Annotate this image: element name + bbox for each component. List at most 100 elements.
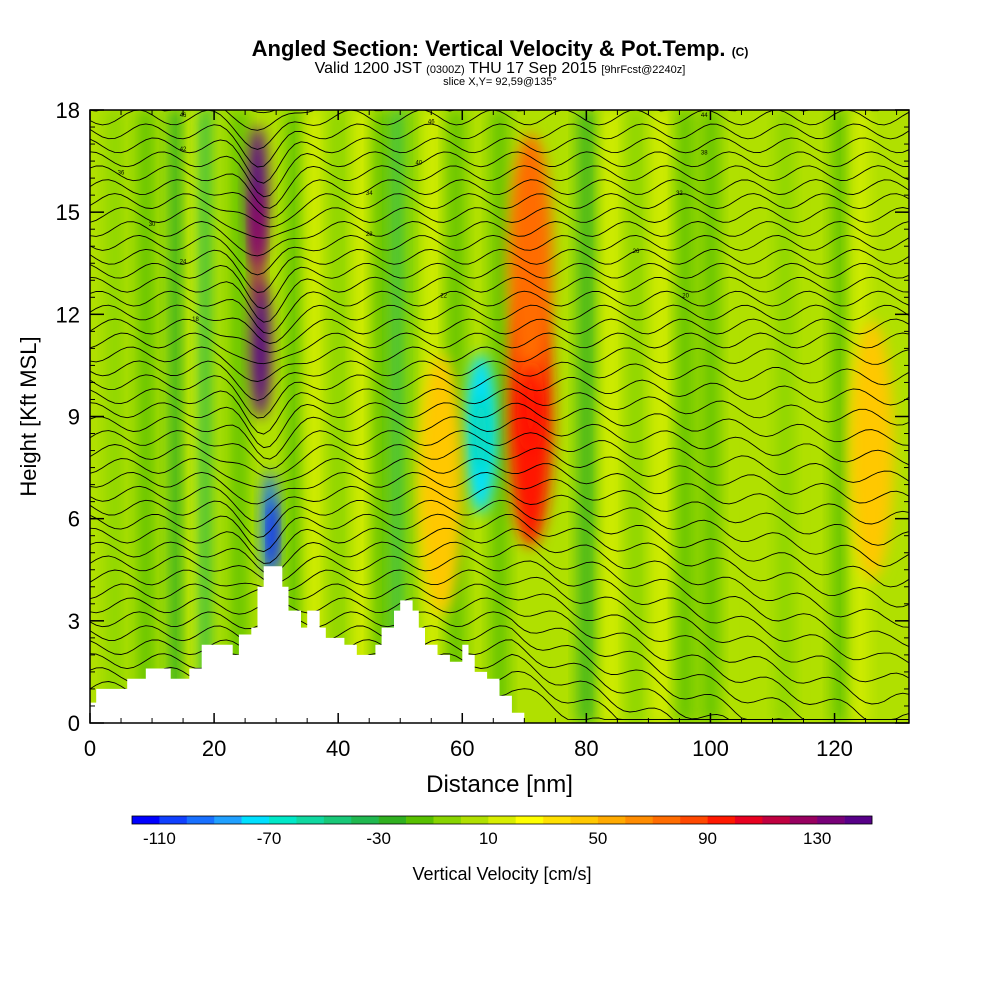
velocity-stripe (105, 110, 124, 723)
colorbar-swatch (597, 816, 626, 824)
velocity-stripe (403, 110, 422, 723)
terrain (90, 566, 525, 723)
colorbar-tick-label: -110 (143, 829, 176, 848)
velocity-stripe (651, 110, 670, 723)
isentrope-line (90, 569, 909, 683)
updraft (849, 320, 894, 581)
updraft-core (250, 278, 271, 419)
isentrope-line (90, 304, 909, 344)
colorbar-swatch (132, 816, 160, 824)
isentrope-label: 32 (676, 191, 683, 197)
isentrope-line (90, 402, 909, 449)
x-tick-label: 120 (816, 736, 853, 761)
colorbar-label: Vertical Velocity [cm/s] (412, 864, 591, 884)
colorbar-swatch (241, 816, 270, 824)
y-axis-label: Height [Kft MSL] (16, 336, 41, 496)
isentrope-line (90, 165, 909, 209)
isentrope-line (90, 583, 909, 705)
isentrope-line (90, 471, 909, 546)
isentrope-line (90, 318, 909, 353)
isentrope-label: 36 (118, 171, 125, 177)
colorbar-tick-label: -30 (366, 829, 391, 848)
isentrope-label: 34 (366, 191, 373, 197)
colorbar-tick-label: 50 (588, 829, 607, 848)
isentrope-label: 24 (180, 259, 187, 265)
y-tick-label: 9 (68, 405, 80, 430)
colorbar-swatch (817, 816, 845, 824)
isentrope-label: 22 (440, 293, 447, 299)
chart-title: Angled Section: Vertical Velocity & Pot.… (251, 36, 749, 61)
velocity-stripe (167, 110, 186, 723)
velocity-field (90, 110, 909, 723)
isentrope-label: 38 (701, 150, 708, 156)
y-tick-label: 6 (68, 507, 80, 532)
isentrope-line (90, 416, 909, 466)
isentrope-line (90, 527, 909, 628)
velocity-stripe (738, 110, 757, 723)
velocity-stripe (676, 110, 695, 723)
isentrope-line (90, 555, 909, 664)
velocity-stripe (627, 110, 645, 723)
isentrope-line (90, 457, 909, 525)
velocity-stripe (602, 110, 621, 723)
isentrope-line (90, 110, 882, 131)
isentrope-line (249, 110, 277, 114)
colorbar-tick-label: -70 (257, 829, 282, 848)
isentrope-label: 44 (701, 113, 708, 119)
colorbar-swatch (460, 816, 489, 824)
isentrope-line (90, 179, 909, 219)
isentrope-label: 18 (192, 317, 199, 323)
x-tick-label: 40 (326, 736, 350, 761)
colorbar-swatch (734, 816, 763, 824)
velocity-stripe (831, 110, 850, 723)
colorbar-swatch (515, 816, 544, 824)
isentrope-label: 42 (180, 147, 187, 153)
updraft (521, 361, 540, 452)
velocity-stripe (285, 110, 304, 723)
colorbar-swatch (214, 816, 242, 824)
isentrope-line (90, 360, 909, 401)
y-tick-label: 0 (68, 711, 80, 736)
colorbar-swatch (625, 816, 654, 824)
isentrope-line (90, 207, 909, 239)
colorbar-tick-label: 10 (479, 829, 498, 848)
velocity-stripe (329, 110, 348, 723)
colorbar-swatch (570, 816, 599, 824)
x-tick-label: 80 (574, 736, 598, 761)
velocity-stripe (552, 110, 571, 723)
velocity-stripe (211, 110, 230, 723)
isentrope-line (90, 499, 909, 588)
velocity-stripe (701, 110, 720, 723)
colorbar-swatch (652, 816, 681, 824)
isentrope-label: 40 (415, 160, 422, 166)
colorbar-swatch (844, 816, 873, 824)
isentrope-line (90, 332, 909, 365)
colorbar-swatch (378, 816, 407, 824)
isentrope-label: 20 (682, 293, 689, 299)
isentrope-label: 28 (366, 232, 373, 238)
colorbar-tick-label: 130 (803, 829, 831, 848)
isentrope-label: 46 (180, 113, 187, 119)
colorbar-swatch (269, 816, 297, 824)
slice-line: slice X,Y= 92,59@135° (443, 76, 557, 88)
velocity-stripe (229, 110, 248, 723)
isentrope-label: 30 (149, 222, 156, 228)
y-tick-label: 15 (56, 200, 80, 225)
isentrope-line (90, 430, 909, 483)
colorbar-swatch (159, 816, 188, 824)
downdraft (474, 393, 487, 474)
colorbar-swatch (762, 816, 791, 824)
colorbar-frame (131, 815, 873, 825)
isentrope-line (90, 290, 909, 335)
x-tick-label: 20 (202, 736, 226, 761)
isentrope-line (90, 388, 909, 435)
isentrope-line (90, 262, 909, 310)
isentrope-line (90, 221, 909, 257)
valid-time-line: Valid 1200 JST (0300Z) THU 17 Sep 2015 [… (314, 60, 686, 77)
downdraft-core (269, 500, 278, 571)
y-tick-label: 12 (56, 302, 80, 327)
isentrope-line (90, 485, 909, 568)
isentrope-line (90, 513, 909, 608)
colorbar-swatch (351, 816, 379, 824)
